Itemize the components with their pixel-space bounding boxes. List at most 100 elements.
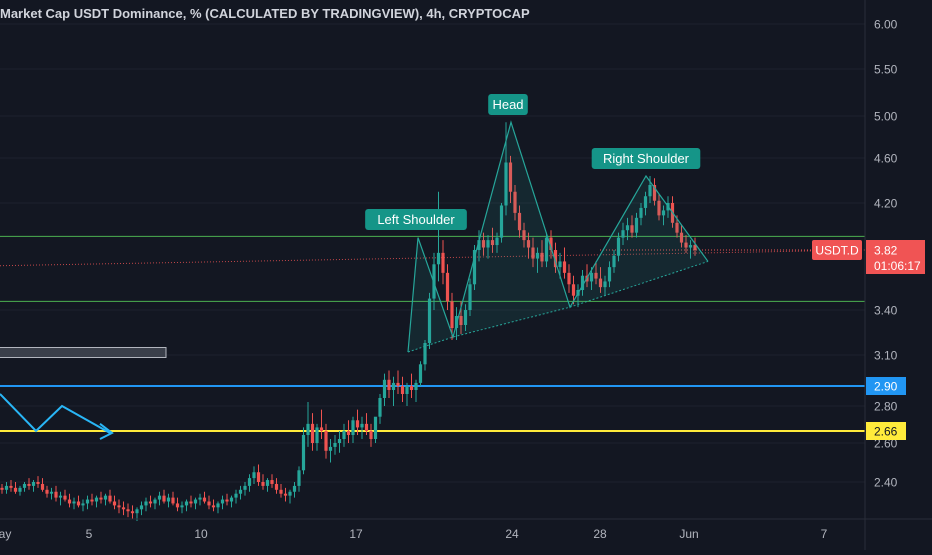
price-tick-label: 5.50: [874, 63, 898, 77]
candle-body: [598, 278, 603, 288]
candle-body: [369, 431, 373, 439]
candle-body: [31, 482, 36, 486]
symbol-tag[interactable]: USDT.D: [815, 244, 859, 258]
pattern-fill-right: [570, 176, 708, 308]
candle-body: [423, 343, 427, 365]
candle-body: [4, 485, 9, 490]
candle-body: [324, 431, 328, 451]
head-label-bg: [488, 94, 528, 115]
price-tick-label: 5.00: [874, 110, 898, 124]
grid: [0, 23, 865, 483]
candle-body: [310, 423, 315, 443]
candle-body: [175, 503, 180, 508]
time-tick-label: 5: [86, 527, 93, 541]
candle-body: [148, 501, 153, 504]
candle-body: [333, 443, 337, 447]
candle-body: [684, 242, 688, 248]
candle-body: [382, 379, 387, 398]
candle-body: [108, 495, 112, 502]
candle-body: [612, 255, 616, 268]
candle-body: [256, 472, 261, 482]
candle-body: [567, 272, 571, 285]
candle-body: [643, 196, 648, 208]
candle-body: [121, 507, 126, 510]
candle-body: [243, 485, 247, 490]
candle-body: [198, 497, 202, 500]
candle-body: [0, 487, 4, 490]
bar-countdown: 01:06:17: [874, 259, 921, 273]
candle-body: [400, 386, 405, 394]
candle-body: [216, 503, 220, 508]
candle-body: [513, 191, 517, 213]
candle-body: [450, 301, 454, 328]
candle-body: [342, 431, 346, 439]
candle-body: [306, 423, 310, 435]
candle-body: [126, 509, 130, 512]
level-badge-yellow-level-bg: [866, 422, 906, 440]
candle-body: [522, 230, 526, 241]
candle-body: [252, 472, 256, 479]
candle-body: [225, 499, 229, 502]
candle-body: [189, 501, 193, 504]
time-tick-label: ay: [0, 527, 11, 541]
candle-body: [238, 489, 243, 494]
candle-body: [657, 200, 661, 216]
candle-body: [301, 435, 306, 471]
candle-body: [486, 240, 490, 248]
price-tick-label: 4.20: [874, 197, 898, 211]
candle-body: [562, 261, 567, 273]
candle-body: [436, 252, 441, 265]
candle-body: [261, 482, 265, 486]
price-tick-label: 3.40: [874, 304, 898, 318]
pattern-outline[interactable]: [407, 120, 709, 353]
candle-body: [535, 252, 540, 259]
candle-body: [144, 501, 148, 506]
candle-body: [549, 237, 553, 250]
candle-body: [351, 420, 355, 435]
candle-body: [648, 185, 652, 197]
sloped-dotted-line: [0, 249, 866, 267]
candle-body: [625, 225, 630, 231]
projection-arrow-line[interactable]: [0, 393, 111, 434]
level-badge-blue-level-bg: [866, 377, 906, 395]
candle-body: [139, 505, 144, 510]
candle-body: [360, 423, 364, 428]
price-tick-label: 3.10: [874, 349, 898, 363]
chart-title: Market Cap USDT Dominance, % (CALCULATED…: [0, 6, 530, 21]
candle-body: [688, 245, 693, 248]
horizontal-levels: [0, 235, 866, 432]
candle-body: [9, 485, 13, 488]
price-tick-label: 4.60: [874, 152, 898, 166]
candle-body: [391, 382, 396, 390]
candle-body: [319, 427, 324, 431]
candle-body: [130, 511, 135, 514]
candle-body: [315, 427, 319, 443]
candle-body: [135, 509, 139, 514]
candle-body: [571, 284, 576, 296]
time-tick-label: Jun: [679, 527, 698, 541]
candle-body: [36, 482, 40, 484]
candle-body: [414, 382, 418, 390]
candle-body: [72, 501, 76, 504]
price-axis-panel[interactable]: [865, 0, 932, 550]
price-tick-label: 2.80: [874, 400, 898, 414]
candle-body: [607, 267, 612, 282]
candle-body: [621, 230, 625, 238]
level-badge-yellow-level: 2.66: [874, 425, 898, 439]
gray-range-box[interactable]: [0, 347, 167, 358]
candle-body: [94, 497, 99, 502]
candle-body: [207, 501, 211, 506]
price-tick-label: 2.40: [874, 476, 898, 490]
candle-body: [652, 185, 657, 201]
candle-body: [220, 499, 225, 504]
candle-body: [18, 487, 22, 492]
candle-body: [463, 310, 468, 325]
candle-body: [540, 252, 544, 262]
pattern-fill-head: [453, 122, 570, 337]
candle-body: [112, 501, 117, 506]
candle-body: [292, 485, 297, 492]
candle-body: [337, 439, 342, 443]
